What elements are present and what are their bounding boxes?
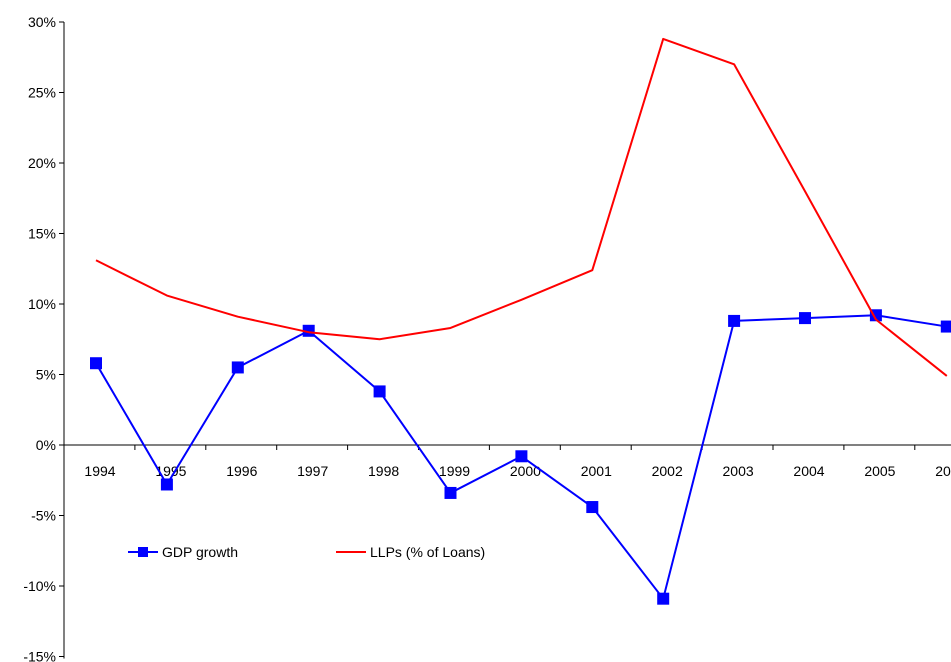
x-tick-label: 1999: [439, 463, 470, 479]
y-tick-label: -10%: [23, 578, 56, 594]
data-point-marker: [373, 385, 386, 398]
legend-swatch-marker: [138, 547, 148, 557]
y-tick-label: 30%: [28, 14, 56, 30]
x-tick-label: 2000: [510, 463, 541, 479]
y-tick-label: -5%: [31, 508, 56, 524]
y-tick-label: 5%: [36, 367, 56, 383]
series-layer: [90, 37, 951, 605]
y-axis: 30% 25% 20% 15% 10% 5% 0% -5% -10% -15%: [23, 14, 65, 662]
x-axis: 1994 1995 1996 1997 1998 1999 2000 2001 2002 2003…: [63, 444, 951, 479]
data-point-marker: [444, 486, 457, 499]
data-point-marker: [657, 592, 670, 605]
x-tick-label: 1995: [155, 463, 186, 479]
legend-label: GDP growth: [162, 544, 238, 560]
data-point-marker: [728, 314, 741, 327]
x-tick-label: 2003: [723, 463, 754, 479]
data-point-marker: [302, 324, 315, 337]
x-tick-label: 1997: [297, 463, 328, 479]
data-point-marker: [940, 320, 951, 333]
data-point-marker: [231, 361, 244, 374]
x-tick-label: 2004: [793, 463, 824, 479]
y-tick-label: 10%: [28, 296, 56, 312]
data-point-marker: [515, 450, 528, 463]
x-tick-label: 1994: [84, 463, 115, 479]
data-point-marker: [586, 501, 599, 514]
legend-label: LLPs (% of Loans): [370, 544, 485, 560]
x-tick-label: 1996: [226, 463, 257, 479]
y-tick-label: -15%: [23, 649, 56, 662]
data-point-marker: [160, 478, 173, 491]
y-tick-label: 0%: [36, 437, 56, 453]
y-tick-label: 15%: [28, 226, 56, 242]
x-tick-label: 2005: [864, 463, 895, 479]
data-point-marker: [90, 357, 102, 370]
y-tick-label: 20%: [28, 155, 56, 171]
x-tick-label: 2001: [581, 463, 612, 479]
legend: GDP growth LLPs (% of Loans): [128, 544, 485, 560]
x-tick-label: 2002: [652, 463, 683, 479]
y-tick-label: 25%: [28, 85, 56, 101]
series-line-1: [95, 37, 948, 377]
data-point-marker: [799, 312, 811, 325]
x-tick-label: 1998: [368, 463, 399, 479]
x-tick-label: 2006: [935, 463, 951, 479]
